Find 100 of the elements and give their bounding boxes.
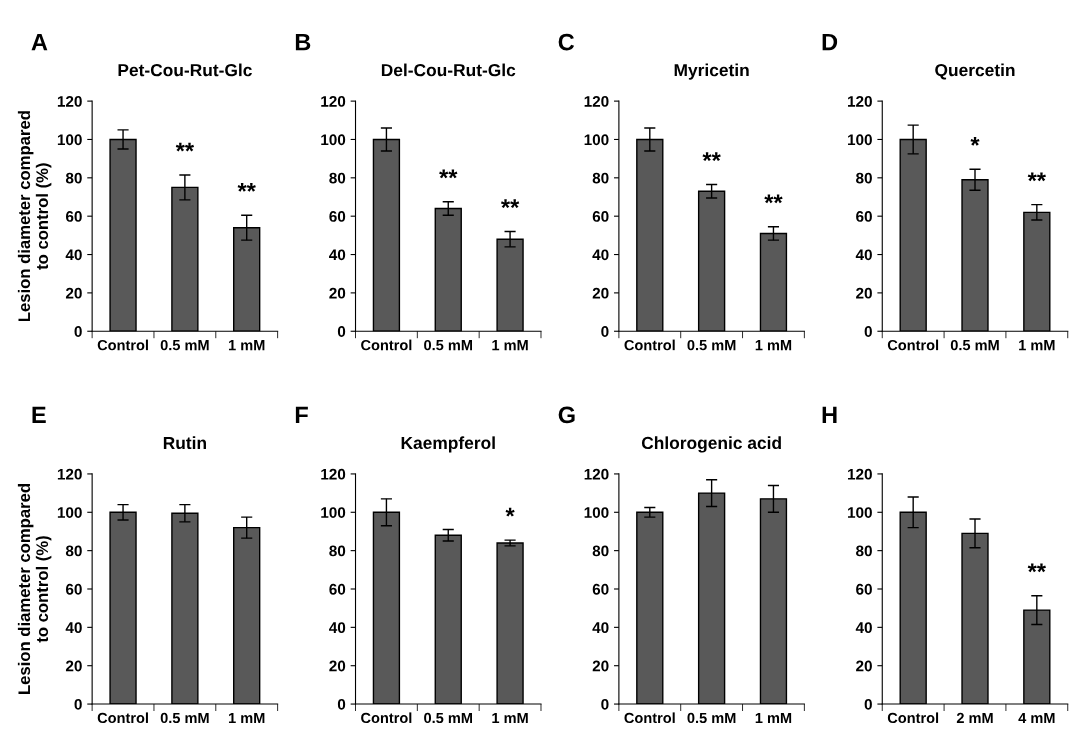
y-tick-label: 100 [848,507,872,518]
y-tick-label: 40 [855,622,872,634]
y-tick-label: 20 [329,660,346,672]
y-tick-label: 80 [592,545,609,557]
y-tick-label: 120 [321,468,346,480]
x-tick-label: 2 mM [956,712,993,723]
y-tick-label: 120 [584,468,609,480]
x-tick-label: 0.5 mM [424,712,472,724]
y-tick-label: 60 [329,211,346,222]
y-tick-label: 120 [584,95,609,107]
y-tick-label: 100 [848,134,872,146]
y-tick-label: 100 [57,507,82,518]
y-tick-label: 100 [584,134,609,146]
y-tick-label: 0 [74,326,82,337]
y-tick-label: 80 [65,172,82,184]
annotation: ** [1027,172,1046,182]
x-tick-label: Control [624,712,675,724]
text: B [295,33,311,51]
chart-title: Pet-Cou-Rut-Glc [118,63,252,77]
x-tick-label: 4 mM [1018,712,1055,723]
y-tick-label: 100 [57,134,82,146]
y-tick-label: 0 [864,326,872,337]
y-tick-label: 40 [592,249,609,261]
x-tick-label: 0.5 mM [160,339,209,351]
text: F [295,406,308,423]
y-tick-label: 100 [321,507,346,518]
x-tick-label: Control [624,339,675,351]
y-tick-label: 60 [65,583,82,595]
y-tick-label: 40 [65,622,82,634]
y-tick-label: 40 [329,622,346,634]
x-tick-label: Control [887,339,939,351]
x-tick-label: 0.5 mM [950,339,999,351]
annotation: ** [1027,563,1046,573]
y-tick-label: 40 [65,249,82,261]
y-tick-label: 0 [864,698,872,710]
y-tick-label: 60 [592,211,609,222]
text: H [822,406,837,423]
x-tick-label: 1 mM [755,712,792,723]
y-tick-label: 60 [65,211,82,222]
y-tick-label: 0 [601,326,609,337]
x-tick-label: Control [887,712,939,724]
y-tick-label: 100 [584,507,609,518]
y-tick-label: 120 [848,468,872,480]
y-tick-label: 40 [329,249,346,261]
y-tick-label: 0 [74,698,82,710]
chart-title: Kaempferol [401,436,495,453]
y-tick-label: 20 [856,287,872,299]
chart-title: Rutin [163,436,206,450]
text: C [558,33,575,51]
y-tick-label: 120 [321,95,346,107]
chart-title: Myricetin [674,63,749,80]
annotation: ** [500,199,520,209]
annotation: * [970,136,980,146]
y-tick-label: 120 [848,95,872,107]
y-tick-label: 20 [592,660,609,672]
x-tick-label: 0.5 mM [160,712,209,724]
y-axis-title: Lesion diameter compared to control (%) [17,111,52,322]
annotation: * [505,507,515,517]
x-tick-label: 1 mM [228,712,265,723]
x-tick-label: 1 mM [1019,340,1055,351]
y-tick-label: 60 [856,583,872,595]
y-tick-label: 40 [855,249,872,261]
x-tick-label: Control [97,712,148,724]
x-tick-label: 1 mM [228,340,265,351]
text: D [822,33,838,51]
annotation: ** [764,194,783,204]
x-tick-label: Control [361,712,412,724]
y-tick-label: 120 [57,468,82,480]
y-tick-label: 80 [856,545,872,557]
y-tick-label: 120 [57,95,82,107]
chart-title: Quercetin [935,63,1015,80]
x-tick-label: 1 mM [492,712,528,723]
x-tick-label: 1 mM [755,340,792,351]
y-tick-label: 80 [329,545,346,557]
annotation: ** [237,182,256,192]
y-tick-label: 20 [856,660,872,672]
text: E [32,406,46,423]
y-tick-label: 20 [65,287,82,299]
annotation: ** [175,142,195,152]
x-tick-label: 1 mM [492,340,528,351]
y-tick-label: 80 [592,172,609,184]
x-tick-label: Control [97,339,148,351]
y-tick-label: 20 [329,287,346,299]
y-tick-label: 0 [337,698,346,710]
chart-title: Del-Cou-Rut-Glc [381,63,516,77]
y-tick-label: 40 [592,622,609,634]
y-tick-label: 100 [321,134,346,146]
y-tick-label: 0 [601,698,609,710]
x-tick-label: 0.5 mM [687,339,736,351]
y-tick-label: 60 [592,583,609,595]
y-tick-label: 60 [856,211,872,222]
y-axis-title: Lesion diameter compared to control (%) [17,484,52,694]
y-tick-label: 80 [329,172,346,184]
y-tick-label: 0 [337,326,346,337]
annotation: ** [702,152,721,162]
y-tick-label: 80 [856,172,872,184]
y-tick-label: 80 [65,545,82,557]
y-tick-label: 60 [329,583,346,595]
y-tick-label: 20 [65,660,82,672]
annotation: ** [439,169,458,179]
